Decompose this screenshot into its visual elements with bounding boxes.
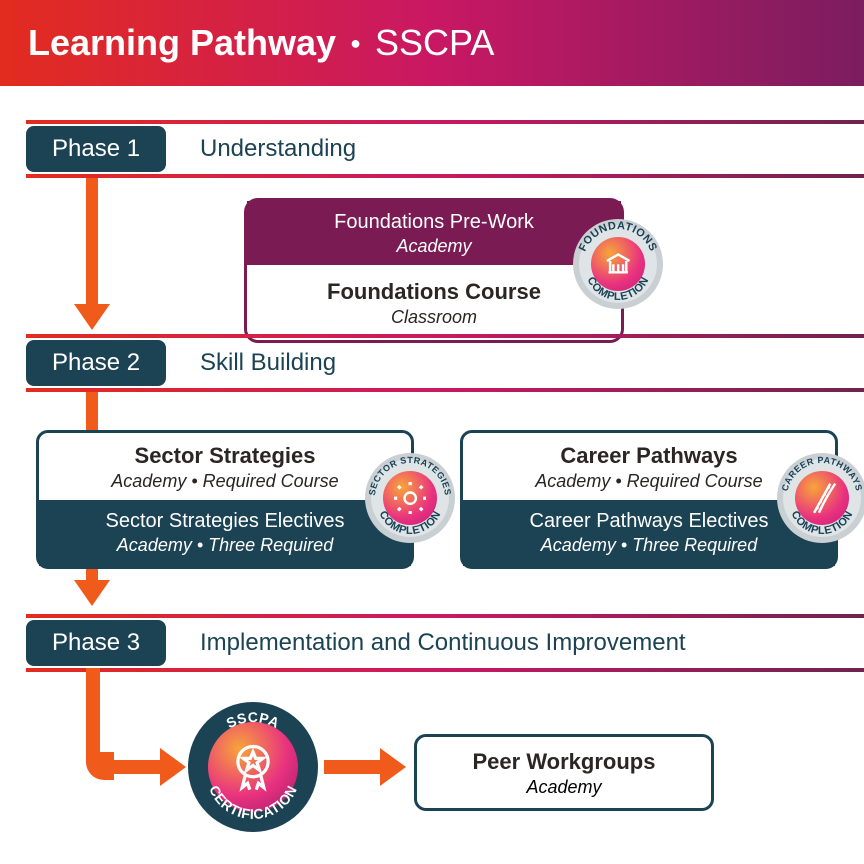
arrow-p2-p3-head — [74, 580, 110, 606]
foundations-course-title: Foundations Course — [247, 279, 621, 305]
peer-title: Peer Workgroups — [417, 749, 711, 775]
career-badge-bot: COMPLETION — [788, 509, 855, 537]
arrow-p1-p2-shaft — [86, 178, 98, 306]
svg-text:CAREER PATHWAYS: CAREER PATHWAYS — [780, 455, 864, 492]
arrow-p3-vertical — [86, 668, 100, 758]
peer-sub: Academy — [417, 777, 711, 798]
svg-text:FOUNDATIONS: FOUNDATIONS — [577, 220, 659, 253]
sector-badge-top: SECTOR STRATEGIES — [367, 455, 453, 496]
svg-text:SSCPA: SSCPA — [224, 709, 283, 731]
sector-electives-title: Sector Strategies Electives — [39, 510, 411, 533]
phase3-row: Phase 3 Implementation and Continuous Im… — [0, 620, 864, 666]
phase2-title: Skill Building — [200, 340, 336, 386]
phase1-row: Phase 1 Understanding — [0, 126, 864, 172]
sscpa-cert-badge: SSCPA CERTIFICATION — [188, 702, 318, 832]
phase2-cards: Sector Strategies Academy • Required Cou… — [36, 430, 838, 569]
arrow-badge-to-peer — [324, 760, 382, 774]
svg-text:CERTIFICATION: CERTIFICATION — [206, 783, 300, 823]
phase2-pill: Phase 2 — [26, 340, 166, 386]
phase2-row: Phase 2 Skill Building — [0, 340, 864, 386]
career-badge: CAREER PATHWAYS COMPLETION — [777, 453, 864, 543]
svg-text:COMPLETION: COMPLETION — [376, 509, 443, 537]
phase1-title: Understanding — [200, 126, 356, 172]
header-banner: Learning Pathway ● SSCPA — [0, 0, 864, 86]
foundations-prework-sub: Academy — [247, 236, 621, 257]
arrow-p3-to-badge — [100, 760, 162, 774]
career-badge-top: CAREER PATHWAYS — [780, 455, 864, 492]
foundations-badge: FOUNDATIONS COMPLETION — [573, 219, 663, 309]
career-pathways-card: Career Pathways Academy • Required Cours… — [460, 430, 838, 569]
svg-text:COMPLETION: COMPLETION — [584, 275, 651, 303]
header-title-bold: Learning Pathway — [28, 22, 336, 64]
sector-strategies-card: Sector Strategies Academy • Required Cou… — [36, 430, 414, 569]
cert-badge-top: SSCPA — [224, 709, 283, 731]
foundations-badge-top-text: FOUNDATIONS — [577, 220, 659, 253]
foundations-course-sub: Classroom — [247, 307, 621, 328]
svg-text:SECTOR STRATEGIES: SECTOR STRATEGIES — [367, 455, 453, 496]
sector-title: Sector Strategies — [39, 443, 411, 469]
cert-badge-bot: CERTIFICATION — [206, 783, 300, 823]
peer-workgroups-card: Peer Workgroups Academy — [414, 734, 714, 811]
phase1-pill: Phase 1 — [26, 126, 166, 172]
foundations-card: Foundations Pre-Work Academy Foundations… — [244, 198, 624, 343]
phase3-pill: Phase 3 — [26, 620, 166, 666]
header-dot: ● — [350, 33, 361, 54]
arrow-p1-p2-head — [74, 304, 110, 330]
sector-electives-sub: Academy • Three Required — [39, 535, 411, 556]
sector-badge: SECTOR STRATEGIES COMPLETION — [365, 453, 455, 543]
svg-text:COMPLETION: COMPLETION — [788, 509, 855, 537]
header-title-thin: SSCPA — [375, 22, 494, 64]
foundations-prework-title: Foundations Pre-Work — [247, 211, 621, 234]
foundations-top: Foundations Pre-Work Academy — [247, 201, 621, 265]
foundations-badge-bot-text: COMPLETION — [584, 275, 651, 303]
sector-badge-bot: COMPLETION — [376, 509, 443, 537]
foundations-bottom: Foundations Course Classroom — [247, 265, 621, 340]
phase3-title: Implementation and Continuous Improvemen… — [200, 620, 686, 666]
sector-sub: Academy • Required Course — [39, 471, 411, 492]
